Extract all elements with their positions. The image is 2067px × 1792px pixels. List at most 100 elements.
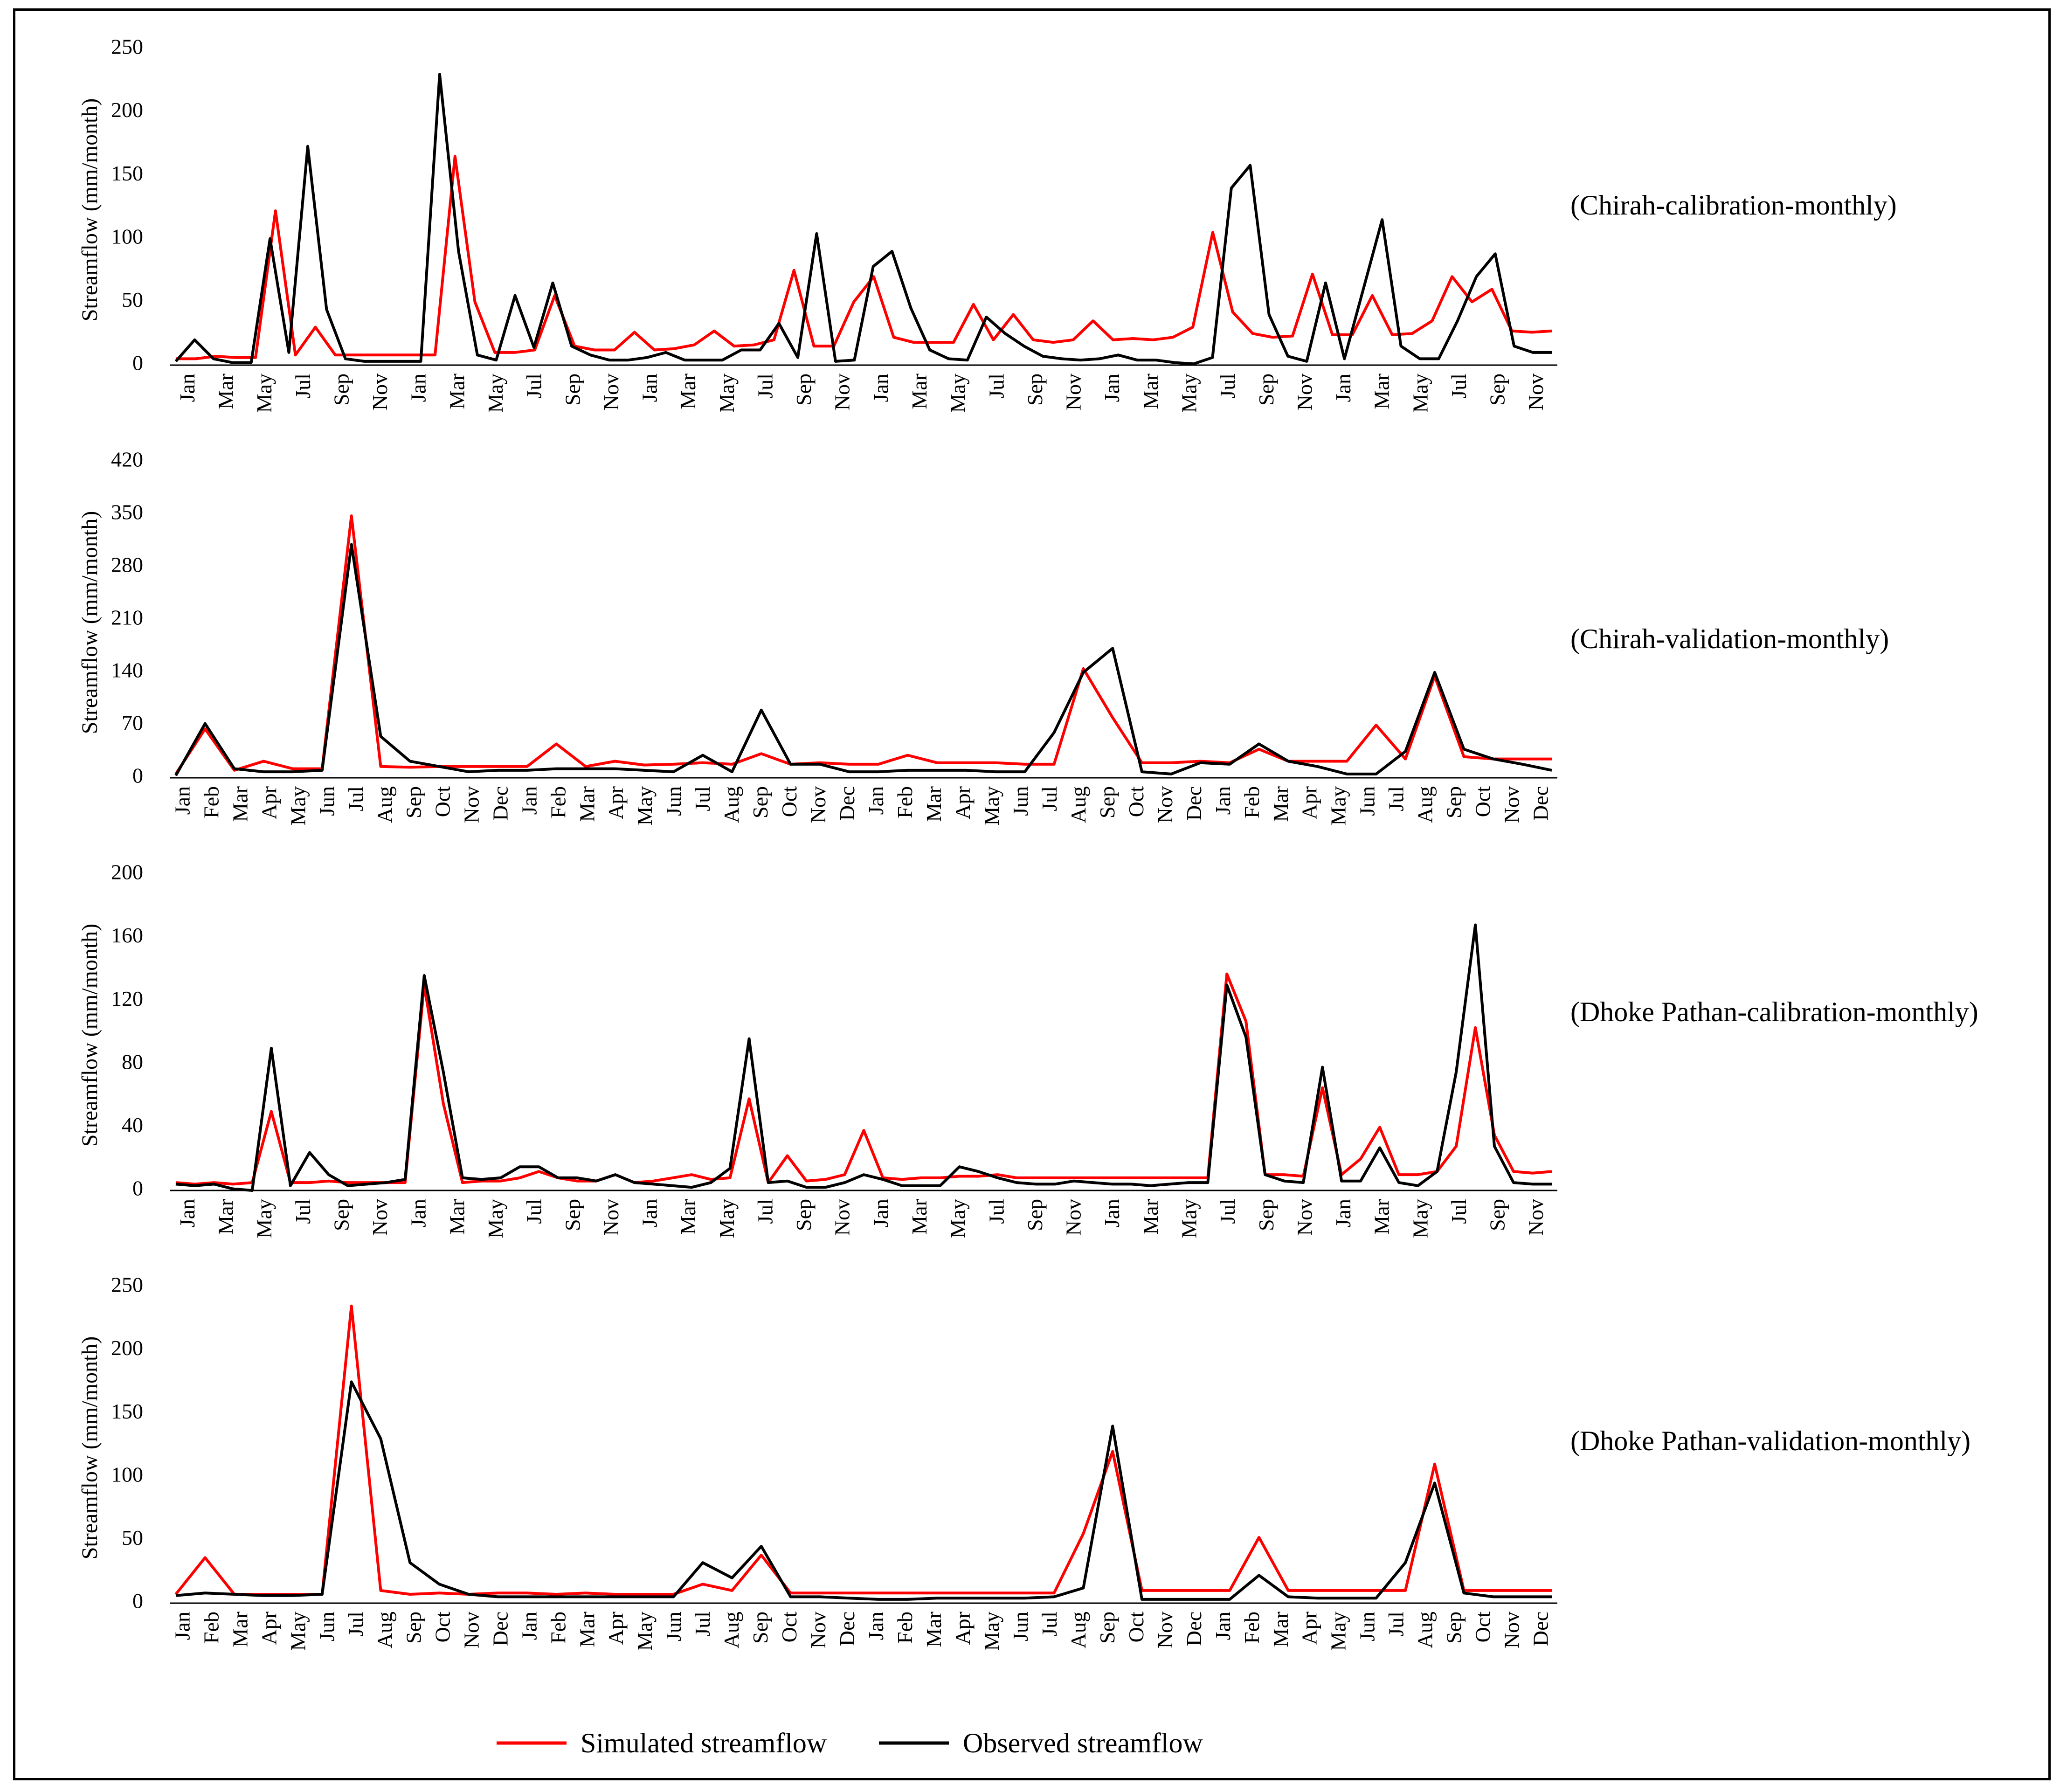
x-tick-label: Apr — [951, 1612, 975, 1645]
y-tick-label: 0 — [132, 351, 143, 375]
x-tick-label: May — [1177, 1199, 1201, 1238]
x-tick-label: Jan — [175, 1199, 199, 1227]
x-tick-label: Nov — [1062, 374, 1085, 410]
x-tick-label: Apr — [951, 786, 975, 820]
x-tick-label: Dec — [488, 786, 512, 821]
x-tick-label: Feb — [200, 1612, 223, 1644]
chart-panel-2: 0 70 140 210 280 350 420 Streamflow (mm/month) J… — [77, 448, 1889, 826]
y-tick-label: 200 — [111, 860, 143, 884]
x-tick-label: Nov — [1524, 374, 1548, 410]
x-tick-label: Apr — [604, 1612, 628, 1645]
x-tick-label: Aug — [373, 786, 396, 823]
x-tick-label: Nov — [830, 1199, 854, 1236]
x-tick-label: Jun — [1009, 1612, 1032, 1641]
x-tick-label: Nov — [1524, 1199, 1548, 1236]
series-line-observed — [174, 543, 1552, 776]
x-tick-label: Sep — [1254, 374, 1278, 406]
y-tick-label: 250 — [111, 35, 143, 59]
x-tick-label: Sep — [792, 374, 816, 406]
y-tick-label: 200 — [111, 1336, 143, 1360]
x-tick-label: Jan — [407, 1199, 430, 1227]
y-tick-label: 80 — [122, 1050, 143, 1073]
x-tick-label: May — [980, 786, 1003, 825]
x-tick-label: Jan — [171, 786, 194, 815]
x-tick-label: Jul — [753, 1199, 777, 1224]
x-tick-label: Aug — [719, 1612, 743, 1648]
x-tick-label: Dec — [1182, 786, 1206, 821]
x-tick-label: Mar — [228, 786, 252, 822]
y-tick-label: 280 — [111, 553, 143, 577]
y-tick-label: 40 — [122, 1113, 143, 1137]
panel-title: (Dhoke Pathan-calibration-monthly) — [1570, 996, 1978, 1027]
x-tick-label: Mar — [445, 1199, 469, 1235]
x-tick-label: Apr — [1298, 1612, 1321, 1645]
x-tick-label: Mar — [575, 786, 599, 822]
y-tick-label: 350 — [111, 500, 143, 524]
x-tick-label: Jan — [1331, 374, 1355, 402]
x-tick-label: Nov — [368, 374, 392, 410]
y-tick-label: 420 — [111, 448, 143, 471]
panel-title: (Chirah-validation-monthly) — [1570, 623, 1889, 654]
x-tick-label: Oct — [1124, 1612, 1148, 1643]
y-axis-label: Streamflow (mm/month) — [77, 924, 102, 1147]
x-tick-label: Jan — [517, 1612, 541, 1640]
x-tick-label: Jul — [291, 374, 315, 399]
chart-panel-3: 0 40 80 120 160 200 Streamflow (mm/month) Jan Ma… — [77, 860, 1978, 1238]
series-line-observed — [174, 73, 1552, 366]
x-tick-label: Jul — [1384, 786, 1408, 811]
x-tick-label: Sep — [401, 1612, 425, 1644]
x-tick-label: Aug — [1066, 1612, 1090, 1648]
x-tick-label: Jul — [522, 1199, 546, 1224]
y-tick-label: 120 — [111, 987, 143, 1010]
x-tick-label: Mar — [676, 1199, 700, 1235]
y-tick-label: 250 — [111, 1273, 143, 1297]
series-line-simulated — [176, 155, 1552, 360]
y-tick-label: 140 — [111, 658, 143, 682]
x-tick-label: Mar — [1269, 1612, 1293, 1647]
x-tick-label: Nov — [599, 374, 623, 410]
x-tick-label: Mar — [445, 374, 469, 409]
x-tick-label: Dec — [488, 1612, 512, 1646]
x-tick-label: May — [980, 1612, 1003, 1651]
x-tick-label: Mar — [1269, 786, 1293, 822]
x-tick-label: Nov — [806, 1612, 830, 1648]
x-tick-label: Apr — [1298, 786, 1321, 820]
x-tick-label: Oct — [430, 1612, 454, 1643]
x-tick-label: Sep — [1023, 1199, 1047, 1231]
x-tick-label: Jul — [344, 786, 367, 811]
x-tick-label: Sep — [401, 786, 425, 818]
x-tick-label: Sep — [1254, 1199, 1278, 1231]
x-tick-label: Aug — [1066, 786, 1090, 823]
x-tick-label: Sep — [748, 786, 772, 818]
x-tick-label: Jan — [864, 1612, 888, 1640]
x-tick-label: Jan — [1100, 374, 1124, 402]
x-tick-label: Feb — [546, 786, 570, 818]
y-tick-label: 150 — [111, 1399, 143, 1423]
x-tick-label: Oct — [777, 786, 801, 817]
x-tick-label: Dec — [835, 786, 859, 821]
y-tick-label: 100 — [111, 1462, 143, 1486]
x-tick-label: Jan — [1211, 1612, 1235, 1640]
x-tick-label: Mar — [922, 1612, 946, 1647]
x-tick-label: Sep — [1442, 1612, 1466, 1644]
x-tick-label: Feb — [1240, 786, 1264, 818]
x-tick-label: Sep — [1095, 786, 1119, 818]
x-tick-label: Dec — [1182, 1612, 1206, 1646]
x-tick-label: Jan — [638, 1199, 662, 1227]
x-tick-label: May — [715, 374, 739, 413]
x-tick-label: May — [633, 1612, 657, 1651]
x-tick-label: Nov — [806, 786, 830, 823]
x-tick-label: Feb — [893, 786, 917, 818]
x-tick-label: Jan — [407, 374, 430, 402]
x-tick-label: Mar — [214, 1199, 238, 1235]
x-tick-label: Nov — [1500, 786, 1524, 823]
x-tick-label: May — [252, 374, 276, 413]
x-tick-label: Mar — [1370, 1199, 1394, 1235]
x-tick-label: Oct — [1471, 786, 1495, 817]
x-tick-label: Mar — [922, 786, 946, 822]
x-tick-label: Sep — [560, 1199, 584, 1231]
x-tick-label: Jun — [1355, 1612, 1379, 1641]
x-tick-label: Nov — [1153, 1612, 1177, 1648]
x-tick-label: Nov — [1062, 1199, 1085, 1236]
x-tick-label: Oct — [1471, 1612, 1495, 1643]
